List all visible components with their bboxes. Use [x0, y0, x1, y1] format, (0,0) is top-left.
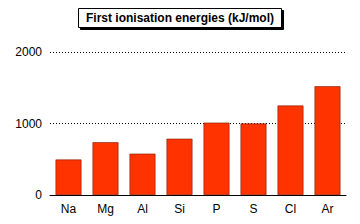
svg-text:Si: Si: [174, 202, 185, 216]
svg-text:Cl: Cl: [285, 202, 296, 216]
svg-text:Ar: Ar: [322, 202, 334, 216]
svg-text:P: P: [212, 202, 220, 216]
svg-text:Mg: Mg: [97, 202, 114, 216]
svg-text:First ionisation energies (kJ/: First ionisation energies (kJ/mol): [86, 11, 274, 25]
svg-text:1000: 1000: [15, 117, 42, 131]
svg-text:Na: Na: [61, 202, 77, 216]
svg-text:0: 0: [35, 188, 42, 202]
svg-text:S: S: [249, 202, 257, 216]
svg-text:Al: Al: [137, 202, 148, 216]
svg-text:2000: 2000: [15, 45, 42, 59]
